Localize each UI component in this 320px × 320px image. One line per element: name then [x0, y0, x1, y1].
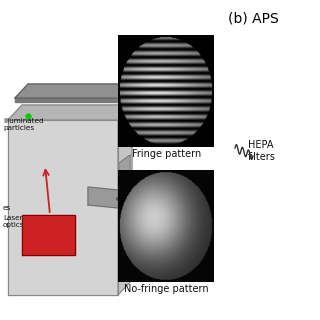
Text: Laser
optics: Laser optics	[3, 215, 25, 228]
Polygon shape	[8, 120, 118, 295]
Polygon shape	[118, 105, 132, 295]
Polygon shape	[88, 187, 118, 208]
Text: No-fringe pattern: No-fringe pattern	[124, 284, 209, 294]
Text: (b) APS: (b) APS	[228, 12, 279, 26]
Text: CCD
camera: CCD camera	[120, 185, 147, 198]
Polygon shape	[15, 98, 125, 102]
Text: Illuminated
particles: Illuminated particles	[3, 118, 44, 131]
Polygon shape	[15, 84, 138, 98]
Polygon shape	[8, 105, 132, 120]
Text: HEPA
filters: HEPA filters	[248, 140, 276, 162]
Text: es: es	[3, 205, 11, 211]
Polygon shape	[22, 215, 75, 255]
Text: Fringe pattern: Fringe pattern	[132, 149, 201, 159]
Polygon shape	[119, 155, 130, 190]
